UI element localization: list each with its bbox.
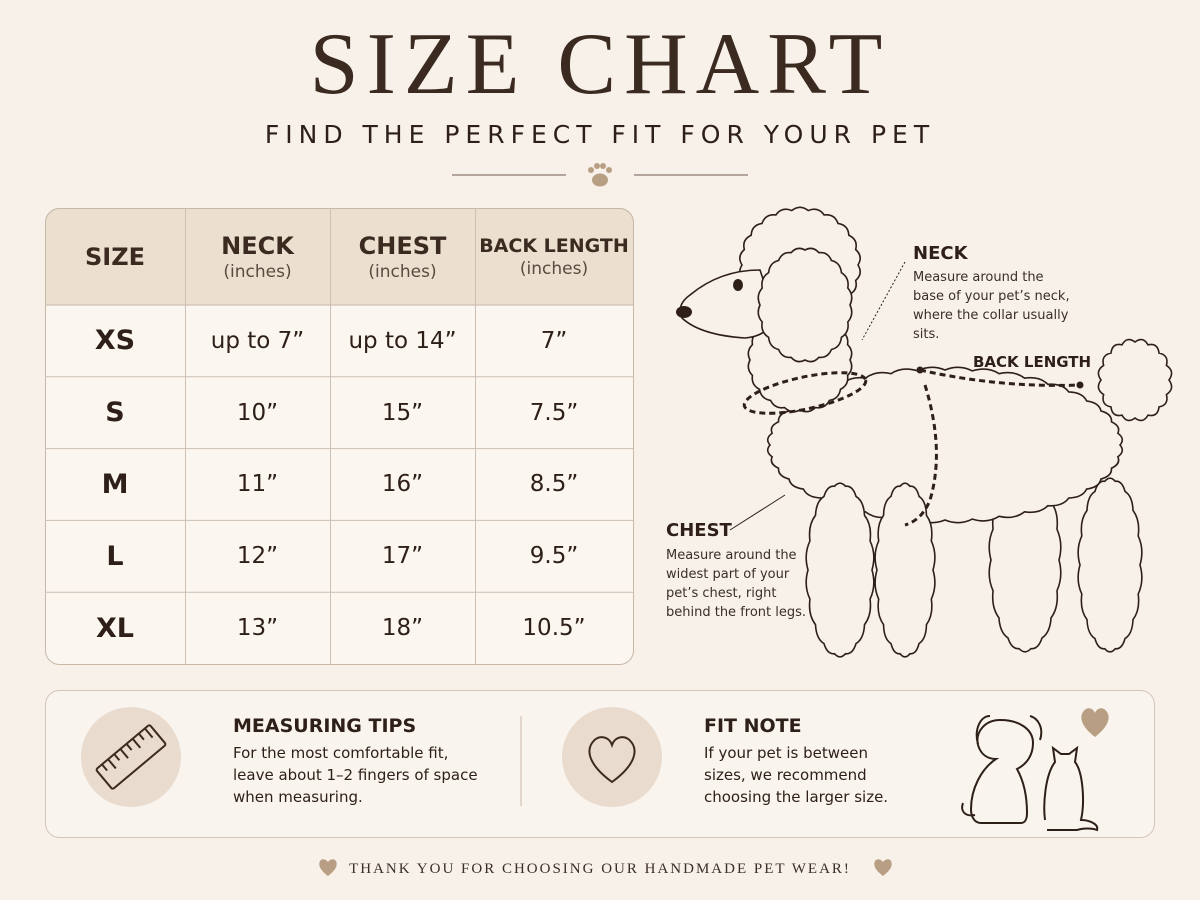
measurement: 10” <box>236 399 279 426</box>
measurement: 13” <box>236 615 279 642</box>
column-name: CHEST <box>358 231 447 260</box>
dog-illustration <box>676 206 1173 658</box>
measurement: 7” <box>540 327 568 354</box>
measurement: 10.5” <box>522 615 586 642</box>
ruler-icon <box>95 724 167 790</box>
footer: THANK YOU FOR CHOOSING OUR HANDMADE PET … <box>349 861 851 877</box>
title: SIZE CHART <box>309 16 891 113</box>
column-header: SIZE <box>45 208 185 305</box>
measurement: 17” <box>381 543 424 570</box>
column-header: BACK LENGTH (inches) <box>475 208 633 305</box>
chest-text: Measure around the widest part of your p… <box>666 548 807 620</box>
tip-text: For the most comfortable fit, leave abou… <box>233 744 478 806</box>
measurement: 12” <box>236 543 279 570</box>
measurement: 11” <box>236 471 279 498</box>
neck-text: Measure around the base of your pet’s ne… <box>913 270 1070 342</box>
column-unit: (inches) <box>223 261 292 282</box>
subtitle: FIND THE PERFECT FIT FOR YOUR PET <box>264 120 936 149</box>
tip-title: MEASURING TIPS <box>233 715 417 737</box>
size-label: L <box>106 540 124 572</box>
column-name: SIZE <box>84 242 145 271</box>
measurement: up to 14” <box>348 327 457 354</box>
measurement: up to 7” <box>210 327 305 354</box>
size-label: XS <box>94 325 136 357</box>
size-label: M <box>101 468 129 500</box>
back-length-title: BACK LENGTH <box>973 353 1092 371</box>
heart-icon <box>588 736 636 784</box>
measurement: 7.5” <box>529 399 579 426</box>
measurement: 15” <box>381 399 424 426</box>
dog-leg <box>1077 477 1143 653</box>
dog-ear <box>757 247 853 363</box>
column-unit: (inches) <box>519 258 589 279</box>
measurement: 18” <box>381 615 424 642</box>
column-header: CHEST (inches) <box>330 208 475 305</box>
column-name: NECK <box>221 231 294 260</box>
heart-decoration <box>319 859 337 876</box>
measurement: 9.5” <box>529 543 579 570</box>
icon-bg <box>81 707 181 807</box>
table-grid <box>45 208 633 664</box>
paw-icon <box>588 163 612 187</box>
neck-title: NECK <box>913 243 968 264</box>
measurement: 8.5” <box>529 471 579 498</box>
column-header: NECK (inches) <box>185 208 330 305</box>
dog-leg <box>874 482 936 658</box>
column-name: BACK LENGTH <box>479 234 629 257</box>
measurement: 16” <box>381 471 424 498</box>
size-label: S <box>105 397 125 429</box>
dog-muzzle <box>679 269 776 339</box>
dog-eye <box>733 279 743 291</box>
heart-decoration <box>1081 708 1109 737</box>
column-unit: (inches) <box>368 261 437 282</box>
dog-nose <box>676 306 692 318</box>
measure-guides <box>729 261 1084 531</box>
chest-title: CHEST <box>666 520 732 541</box>
dog-body <box>766 366 1124 524</box>
dog-tail <box>1097 338 1173 422</box>
icon-bg <box>562 707 662 807</box>
heart-decoration <box>874 859 892 876</box>
table-header-bg <box>45 208 634 306</box>
pets-icon <box>961 715 1099 832</box>
size-label: XL <box>95 612 135 644</box>
tip-title: FIT NOTE <box>704 715 802 737</box>
tip-text: If your pet is between sizes, we recomme… <box>704 744 889 806</box>
dog-leg <box>805 482 875 658</box>
